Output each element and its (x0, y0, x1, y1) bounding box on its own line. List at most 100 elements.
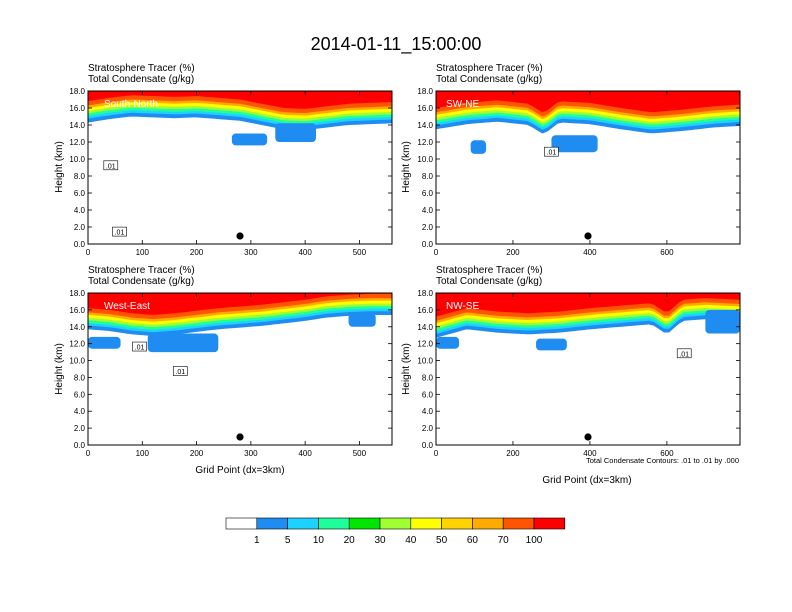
panel-sw-ne: Stratosphere Tracer (%) Total Condensate… (401, 63, 741, 257)
panel-title-condensate: Total Condensate (g/kg) (436, 74, 542, 85)
x-tick-label: 600 (660, 449, 674, 458)
x-tick-label: 0 (86, 449, 91, 458)
panel-nw-se: Stratosphere Tracer (%) Total Condensate… (401, 265, 741, 486)
y-tick-label: 18.0 (417, 87, 433, 96)
colorbar-swatch (410, 517, 442, 530)
tracer-patch (275, 123, 316, 142)
cross-section-label: South-North (104, 99, 158, 110)
figure-title: 2014-01-11_15:00:00 (311, 34, 482, 55)
y-tick-label: 18.0 (69, 289, 85, 298)
colorbar-label: 100 (526, 535, 543, 546)
y-tick-label: 0.0 (422, 240, 434, 249)
panel-title-tracer: Stratosphere Tracer (%) (436, 63, 543, 74)
y-tick-label: 12.0 (417, 340, 433, 349)
tracer-patch (705, 309, 740, 334)
colorbar-label: 20 (344, 535, 356, 546)
tracer-patch (231, 133, 268, 146)
location-marker (584, 433, 592, 441)
panel-title-tracer: Stratosphere Tracer (%) (436, 265, 543, 276)
panel-title-condensate: Total Condensate (g/kg) (88, 276, 194, 287)
contour-label: .01 (679, 351, 689, 358)
y-tick-label: 10.0 (417, 357, 433, 366)
x-tick-label: 500 (353, 449, 367, 458)
y-tick-label: 16.0 (417, 306, 433, 315)
y-tick-label: 6.0 (422, 390, 434, 399)
x-axis-label: Grid Point (dx=3km) (542, 475, 631, 486)
x-axis-label: Grid Point (dx=3km) (195, 465, 284, 476)
contour-label-box (112, 226, 127, 237)
colorbar-swatch (348, 517, 381, 530)
y-tick-label: 10.0 (69, 155, 85, 164)
colorbar-label: 60 (467, 535, 479, 546)
contour-label-box (676, 348, 692, 359)
x-tick-label: 300 (244, 248, 258, 257)
y-tick-label: 4.0 (74, 407, 86, 416)
plot-frame (87, 90, 393, 245)
contour-label-box (544, 146, 559, 157)
y-tick-label: 8.0 (422, 172, 434, 181)
x-tick-label: 600 (660, 248, 674, 257)
tracer-patch (436, 336, 460, 349)
y-tick-label: 6.0 (422, 189, 434, 198)
colorbar: 1 5 10 20 30 40 50 60 70 100 (225, 517, 566, 546)
x-tick-label: 200 (190, 449, 204, 458)
x-tick-label: 300 (244, 449, 258, 458)
contour-label: .01 (135, 345, 145, 352)
x-tick-label: 100 (136, 449, 150, 458)
y-tick-label: 0.0 (74, 240, 86, 249)
colorbar-swatch (287, 517, 319, 530)
y-tick-label: 8.0 (422, 373, 434, 382)
y-tick-label: 6.0 (74, 189, 86, 198)
panel-south-north: Stratosphere Tracer (%) Total Condensate… (54, 63, 393, 257)
tracer-band (436, 293, 740, 317)
colorbar-label: 30 (374, 535, 386, 546)
tracer-band (436, 91, 740, 113)
tracer-patch (88, 336, 121, 349)
colorbar-swatch (256, 517, 288, 530)
contour-footnote: Total Condensate Contours: .01 to .01 by… (586, 456, 739, 465)
colorbar-swatch (441, 517, 473, 530)
tracer-patch (470, 140, 487, 154)
contour-label-box (172, 366, 188, 376)
y-tick-label: 16.0 (69, 104, 85, 113)
tracer-patch (536, 338, 567, 351)
contour-label: .01 (547, 150, 557, 157)
x-tick-label: 200 (506, 248, 520, 257)
tracer-patch (551, 135, 598, 153)
x-tick-label: 200 (190, 248, 204, 257)
cross-section-label: NW-SE (446, 301, 479, 312)
y-tick-label: 4.0 (74, 206, 86, 215)
y-axis-label: Height (km) (401, 343, 412, 395)
y-axis-label: Height (km) (54, 141, 65, 193)
y-tick-label: 14.0 (417, 121, 433, 130)
y-tick-label: 12.0 (69, 340, 85, 349)
x-tick-label: 400 (298, 248, 312, 257)
contour-label-box (132, 341, 147, 352)
panel-title-condensate: Total Condensate (g/kg) (88, 74, 194, 85)
contour-label-box (103, 160, 119, 171)
plot-frame (435, 90, 741, 245)
cross-section-label: West-East (104, 301, 150, 312)
contour-label: .01 (106, 163, 116, 170)
colorbar-label: 10 (313, 535, 325, 546)
y-tick-label: 2.0 (422, 223, 434, 232)
y-tick-label: 14.0 (417, 323, 433, 332)
plot-frame (87, 292, 393, 446)
location-marker (584, 232, 592, 240)
y-tick-label: 8.0 (74, 373, 86, 382)
x-tick-label: 0 (434, 449, 439, 458)
x-tick-label: 100 (136, 248, 150, 257)
tracer-band (88, 91, 392, 109)
colorbar-swatch (502, 517, 535, 530)
location-marker (236, 433, 244, 441)
panel-title-condensate: Total Condensate (g/kg) (436, 276, 542, 287)
colorbar-label: 50 (436, 535, 448, 546)
y-tick-label: 0.0 (422, 441, 434, 450)
y-tick-label: 10.0 (417, 155, 433, 164)
plot-area: .01 .01 0.0 2.0 4.0 6.0 8.0 10.0 12.0 14.0 16.0 18.… (69, 289, 393, 458)
y-tick-label: 12.0 (69, 138, 85, 147)
y-tick-label: 6.0 (74, 390, 86, 399)
colorbar-label: 40 (405, 535, 417, 546)
x-tick-label: 0 (86, 248, 91, 257)
